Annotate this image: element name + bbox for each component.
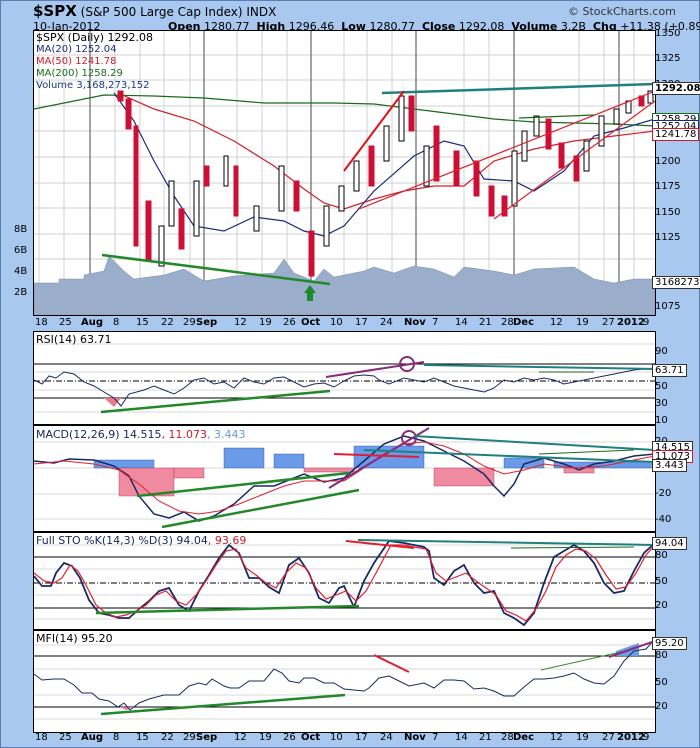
copyright: © StockCharts.com [568,5,676,18]
legend-spx: $SPX (Daily) 1292.08 [36,31,154,44]
x-axis-top: 18 25 Aug 8 15 22 29 Sep 12 19 26 Oct 10 17 24 N… [35,317,650,328]
x-axis-bottom: 18 25 Aug 8 15 22 29 Sep 12 19 26 Oct 10 17 24 N… [35,732,650,743]
chart-title: $SPX (S&P 500 Large Cap Index) INDX [33,2,276,20]
price-panel [33,30,656,316]
sto-tag: 94.04 [652,537,687,550]
price-chart [34,31,655,315]
legend-ma20: MA(20) 1252.04 [36,44,117,55]
rsi-label: RSI(14) 63.71 [36,333,112,346]
mfi-label: MFI(14) 95.20 [36,632,113,645]
sto-label: Full STO %K(14,3) %D(3) 94.04, 93.69 [36,534,247,547]
sto-panel [33,532,656,630]
macd-panel [33,425,656,532]
price-legend: $SPX (Daily) 1292.08 MA(20) 1252.04 MA(5… [36,32,153,92]
legend-ma200: MA(200) 1258.29 [36,68,123,79]
symbol: $SPX [33,2,77,20]
quote-date: 10-Jan-2012 [33,20,101,33]
index-name: (S&P 500 Large Cap Index) [80,5,243,19]
legend-volume: Volume 3,168,273,152 [36,80,150,91]
ma50-tag: 1241.78 [652,128,700,141]
quote-summary: Open 1280.77 High 1296.46 Low 1280.77 Cl… [168,20,700,33]
close-tag: 1292.08 [652,82,700,95]
mfi-tag: 95.20 [652,637,687,650]
volume-tag: 3168273 [652,276,700,289]
rsi-panel [33,331,656,425]
rsi-tag: 63.71 [652,364,687,377]
mfi-panel [33,630,656,733]
exchange: INDX [246,5,277,19]
legend-ma50: MA(50) 1241.78 [36,56,117,67]
hist-tag: 3.443 [652,459,687,472]
macd-label: MACD(12,26,9) 14.515, 11.073, 3.443 [36,428,246,441]
